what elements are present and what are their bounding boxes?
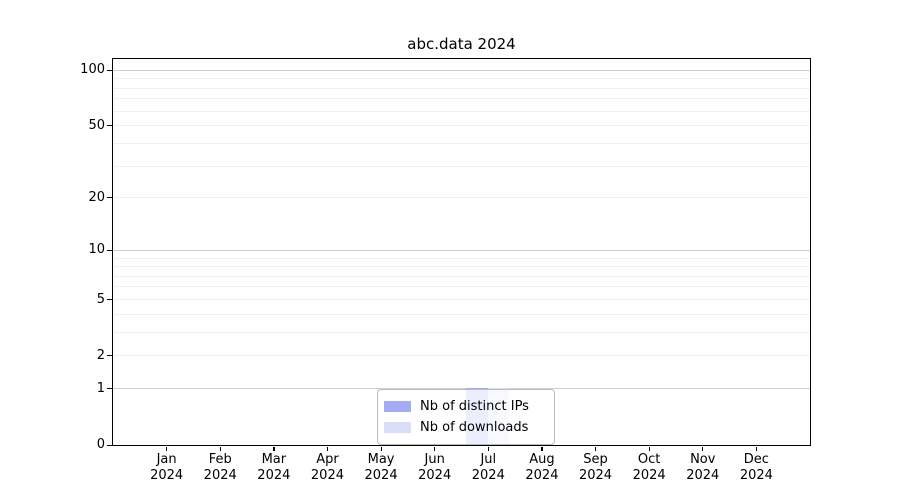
legend-row-distinct-ips: Nb of distinct IPs: [384, 396, 545, 417]
x-axis-tick-label: Dec 2024: [739, 452, 773, 483]
gridline-minor: [112, 313, 810, 315]
gridline-minor: [112, 165, 810, 167]
chart-title: abc.data 2024: [407, 35, 516, 53]
gridline-minor: [112, 355, 810, 357]
gridline-major: [112, 388, 810, 390]
y-axis-tick-label: 1: [96, 380, 105, 396]
y-axis-tick: [107, 197, 112, 199]
y-axis-tick-label: 0: [96, 437, 105, 452]
gridline-minor: [112, 125, 810, 127]
gridline-minor: [112, 331, 810, 333]
legend-label-downloads: Nb of downloads: [420, 420, 529, 435]
x-axis-tick: [595, 446, 597, 451]
x-axis-tick: [273, 446, 275, 451]
x-axis-tick: [702, 446, 704, 451]
gridline-minor: [112, 299, 810, 300]
y-axis-tick-label: 50: [88, 117, 105, 133]
x-axis-tick-label: Jul 2024: [471, 452, 505, 483]
x-axis-tick: [648, 446, 650, 451]
x-axis-tick-label: Jan 2024: [150, 452, 184, 483]
y-axis-tick-label: 20: [88, 189, 105, 205]
y-axis-tick: [107, 249, 112, 251]
y-axis-tick: [107, 355, 112, 357]
y-axis-tick-label: 5: [96, 291, 105, 307]
legend-row-downloads: Nb of downloads: [384, 417, 545, 438]
y-axis-tick-label: 10: [88, 242, 105, 258]
y-axis-tick: [107, 125, 112, 127]
y-axis-tick-label: 2: [96, 347, 105, 363]
plot-area: [111, 57, 811, 446]
x-axis-tick: [755, 446, 758, 451]
x-axis-tick: [380, 446, 382, 451]
x-axis-tick-label: Jun 2024: [418, 452, 452, 483]
gridline-minor: [112, 257, 810, 259]
x-axis-tick-label: Nov 2024: [686, 452, 720, 483]
gridline-minor: [112, 87, 810, 89]
x-axis-tick: [487, 446, 489, 451]
x-axis-tick-label: Oct 2024: [632, 452, 666, 483]
legend-swatch-distinct-ips: [384, 401, 411, 412]
y-axis-tick: [107, 388, 112, 390]
x-axis-tick-label: Sep 2024: [578, 452, 613, 483]
gridline-minor: [112, 98, 810, 100]
x-axis-tick-label: Mar 2024: [257, 452, 291, 483]
x-axis-tick-label: Aug 2024: [525, 452, 559, 483]
gridline-major: [112, 69, 810, 71]
y-axis-tick-label: 100: [80, 62, 105, 78]
gridline-minor: [112, 197, 810, 199]
x-axis-tick-label: Feb 2024: [203, 452, 237, 483]
gridline-minor: [112, 142, 810, 144]
legend-swatch-downloads: [384, 422, 411, 433]
gridline-minor: [112, 286, 810, 288]
x-axis-tick: [166, 446, 168, 451]
x-axis-tick: [326, 446, 329, 451]
y-axis-tick: [107, 444, 112, 446]
x-axis-tick-label: May 2024: [364, 452, 398, 483]
x-axis-tick-label: Apr 2024: [310, 452, 344, 483]
gridline-major: [112, 249, 810, 251]
legend-label-distinct-ips: Nb of distinct IPs: [420, 399, 529, 414]
x-axis-tick: [434, 446, 436, 451]
y-axis-tick: [107, 299, 112, 301]
gridline-minor: [112, 266, 810, 268]
legend: Nb of distinct IPs Nb of downloads: [377, 389, 555, 445]
x-axis-tick: [219, 446, 221, 451]
gridline-minor: [112, 275, 810, 277]
gridline-minor: [112, 110, 810, 112]
x-axis-tick: [541, 446, 543, 451]
gridline-minor: [112, 78, 810, 80]
y-axis-tick: [107, 69, 112, 71]
